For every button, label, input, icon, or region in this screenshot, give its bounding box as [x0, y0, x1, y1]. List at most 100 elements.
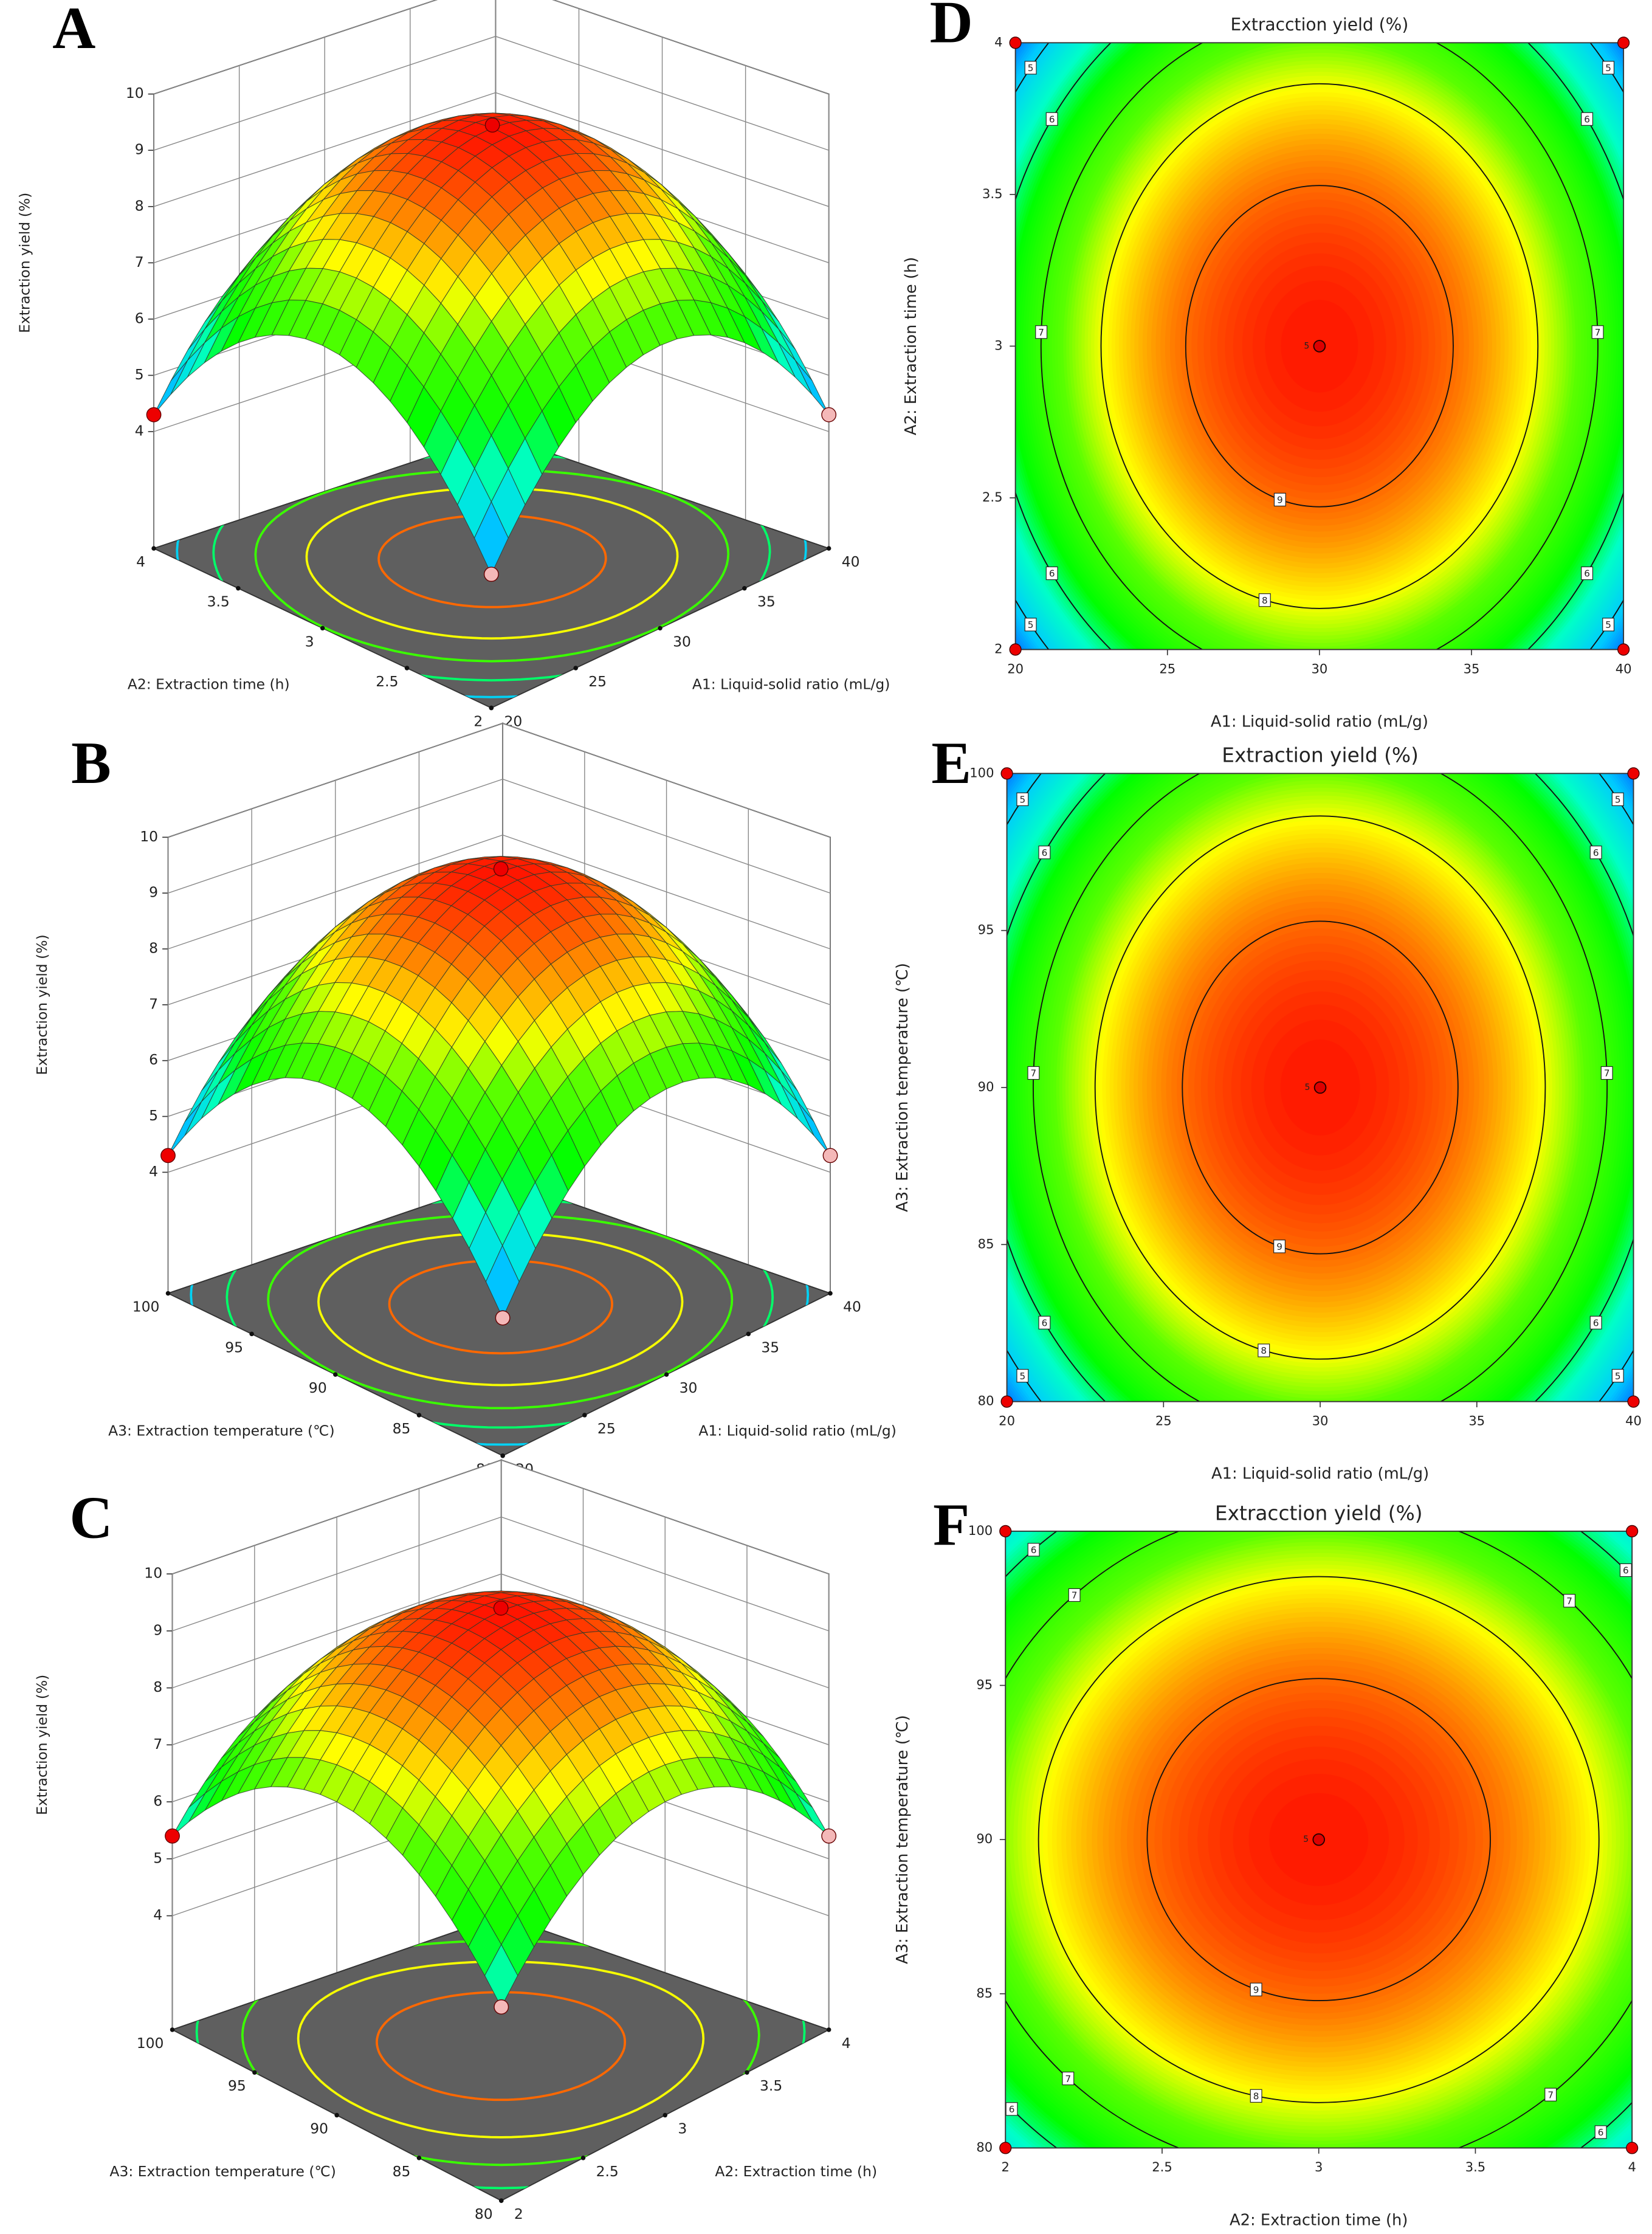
z-tick-label: 6	[135, 309, 144, 326]
surface-patch	[485, 1244, 520, 1319]
y-tick-label: 4	[994, 34, 1002, 49]
y-tick-label: 95	[228, 2077, 246, 2094]
design-point	[822, 1148, 838, 1164]
z-tick-label: 5	[135, 366, 144, 383]
x-tick-label: 40	[1616, 661, 1632, 676]
contour-label: 6	[1593, 1317, 1599, 1328]
design-point	[484, 117, 500, 133]
contour-label-box	[1611, 792, 1624, 806]
contour-label: 5	[1020, 1371, 1026, 1382]
y-tick-label: 2	[473, 712, 483, 729]
contour-label-box	[1544, 2087, 1557, 2101]
design-point	[493, 1600, 509, 1616]
x-tick	[658, 626, 663, 631]
contour-label-box	[1563, 1594, 1576, 1608]
y-tick-label: 100	[969, 765, 994, 780]
x-tick-label: 30	[1311, 661, 1327, 676]
grid-line	[168, 723, 831, 838]
y-tick-label: 85	[393, 2163, 411, 2180]
z-tick-label: 7	[153, 1736, 162, 1753]
x-tick-label: 4	[842, 2035, 851, 2052]
contour-label-box	[1619, 1563, 1632, 1577]
contour-label: 7	[1566, 1596, 1572, 1607]
y-tick-label: 95	[976, 1677, 993, 1692]
contour-label-box	[1016, 792, 1029, 806]
design-point	[1627, 1395, 1640, 1408]
x-tick	[582, 1413, 587, 1418]
y-tick-label: 2	[994, 641, 1002, 656]
x-tick-label: 25	[588, 673, 607, 690]
y-tick-label: 80	[976, 2139, 993, 2154]
contour-label-box	[1594, 2125, 1607, 2139]
contour-label-box	[1045, 112, 1058, 126]
x-axis-title: A1: Liquid-solid ratio (mL/g)	[1211, 1465, 1429, 1483]
x-tick-label: 2	[514, 2205, 523, 2222]
contour-line	[1033, 773, 1608, 1402]
contour-label-box	[1038, 846, 1051, 860]
plot-area	[1005, 1531, 1633, 2148]
z-tick-label: 4	[153, 1906, 162, 1923]
z-tick-label: 4	[135, 422, 144, 439]
design-point	[493, 861, 509, 877]
z-tick-label: 9	[153, 1621, 162, 1638]
y-axis-title: A3: Extraction temperature (℃)	[108, 1422, 335, 1439]
x-tick	[828, 1291, 833, 1296]
contour-label-box	[1068, 1588, 1081, 1602]
contour-label-box	[1602, 618, 1615, 632]
contour-label: 5	[1615, 1371, 1621, 1382]
x-tick-label: 25	[1155, 1413, 1172, 1428]
z-tick-label: 5	[153, 1849, 162, 1866]
panel-letter: B	[71, 730, 111, 796]
contour-label-box	[1024, 618, 1037, 632]
contour-panel: 20 25 30 35 40 2 2.5 3 3.5 4 Extracction yield (%)…	[902, 0, 1632, 731]
x-tick-label: 40	[842, 553, 860, 570]
z-tick-label: 9	[135, 141, 144, 158]
contour-label-box	[1258, 593, 1271, 607]
contour-label: 9	[1276, 1241, 1282, 1252]
surface-panel: 4 5 6 7 8 9 10 2 2.5 3 3.5 4 80 85 90 95 100 A2: Extracti…	[33, 1459, 877, 2222]
contour-label: 7	[1595, 327, 1601, 338]
design-point	[1009, 643, 1022, 656]
x-axis-title: A1: Liquid-solid ratio (mL/g)	[1211, 712, 1428, 731]
design-point	[1617, 643, 1630, 656]
contour-label: 8	[1262, 595, 1268, 606]
design-point	[1312, 1833, 1326, 1846]
x-axis-title: A1: Liquid-solid ratio (mL/g)	[698, 1422, 897, 1439]
x-tick	[745, 2070, 749, 2075]
y-axis-title: A3: Extraction temperature (℃)	[893, 1715, 912, 1964]
x-tick	[573, 666, 578, 671]
y-tick-label: 100	[137, 2035, 164, 2052]
y-axis-title: A3: Extraction temperature (℃)	[893, 963, 912, 1212]
design-point	[494, 1999, 509, 2015]
y-tick-label: 3.5	[207, 593, 230, 610]
contour-label-box	[1602, 61, 1615, 75]
contour-label-box	[1250, 1982, 1262, 1996]
y-tick-label: 85	[393, 1420, 411, 1437]
x-tick-label: 40	[1625, 1413, 1642, 1428]
panel-letter: D	[930, 0, 973, 55]
floor-contour	[305, 487, 679, 640]
x-tick-label: 35	[757, 593, 776, 610]
z-axis-title: Extraction yield (%)	[33, 1675, 50, 1815]
y-tick-label: 3.5	[982, 186, 1003, 201]
contour-label-box	[1016, 1369, 1029, 1383]
contour-label-box	[1035, 325, 1048, 339]
contour-label: 5	[1615, 795, 1621, 805]
y-axis-title: A3: Extraction temperature (℃)	[109, 2163, 336, 2180]
contour-label: 7	[1072, 1590, 1078, 1601]
contour-label: 9	[1277, 495, 1283, 506]
contour-label-box	[1005, 2102, 1018, 2116]
contour-label: 5	[1028, 619, 1034, 630]
floor-contour	[388, 1259, 613, 1355]
y-tick-label: 80	[475, 2205, 493, 2222]
contour-label: 5	[1605, 619, 1611, 630]
contour-line	[1185, 185, 1454, 508]
center-label: 5	[1303, 1835, 1309, 1844]
z-tick-label: 8	[149, 940, 158, 957]
design-point	[160, 1148, 176, 1164]
x-tick	[826, 546, 831, 551]
x-tick	[826, 2027, 831, 2032]
contour-line	[1182, 920, 1459, 1255]
contour-label-box	[1600, 1066, 1613, 1080]
contour-label: 6	[1584, 114, 1590, 125]
